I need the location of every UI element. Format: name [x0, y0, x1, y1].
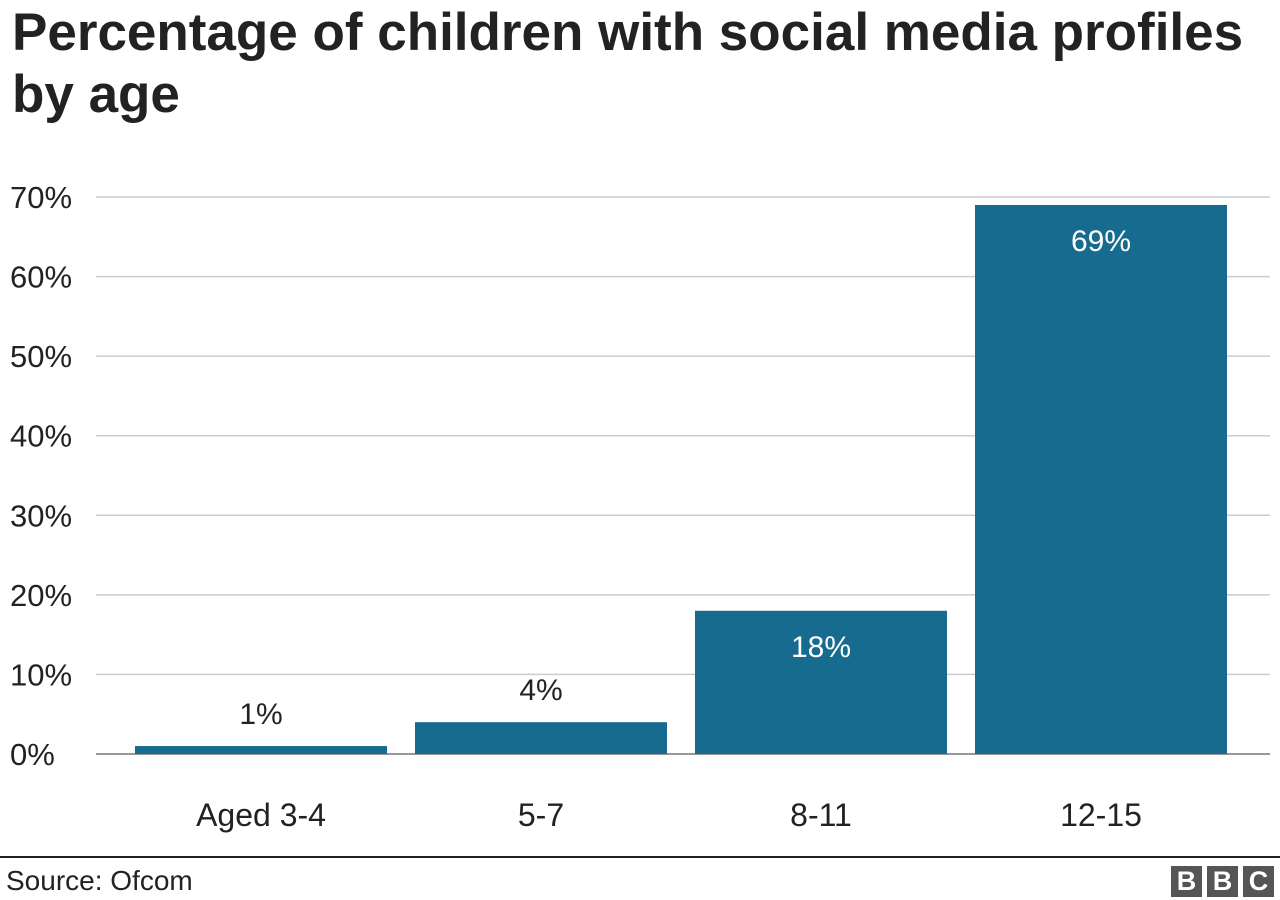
footer-divider	[0, 856, 1280, 858]
x-tick-label: 8-11	[790, 797, 852, 833]
x-tick-label: Aged 3-4	[196, 797, 326, 833]
bar-value-label: 1%	[239, 698, 282, 731]
bar-value-label: 4%	[519, 674, 562, 707]
bar-value-labels: 1% 4% 18% 69%	[239, 225, 1131, 731]
bar-value-label: 18%	[791, 631, 851, 664]
bar-5-7	[415, 722, 667, 754]
y-tick-label: 30%	[10, 498, 72, 533]
y-tick-label: 50%	[10, 339, 72, 374]
x-tick-label: 5-7	[518, 797, 564, 833]
y-tick-label: 20%	[10, 578, 72, 613]
bbc-logo-letter-c: C	[1243, 866, 1274, 897]
bbc-logo-letter-b2: B	[1207, 866, 1238, 897]
y-tick-label: 40%	[10, 419, 72, 454]
bbc-logo: B B C	[1171, 866, 1274, 897]
bars	[135, 204, 1227, 754]
y-axis-tick-labels: 0% 10% 20% 30% 40% 50% 60% 70%	[10, 180, 72, 772]
y-tick-label: 0%	[10, 737, 55, 772]
bar-8-11	[695, 610, 947, 754]
bar-value-label: 69%	[1071, 225, 1131, 258]
y-tick-label: 70%	[10, 180, 72, 215]
bar-chart: 0% 10% 20% 30% 40% 50% 60% 70% 1% 4% 18% 69% Aged …	[10, 180, 1270, 833]
y-tick-label: 10%	[10, 657, 72, 692]
bar-aged-3-4	[135, 746, 387, 754]
y-tick-label: 60%	[10, 260, 72, 295]
x-axis-tick-labels: Aged 3-4 5-7 8-11 12-15	[196, 797, 1142, 833]
chart-title: Percentage of children with social media…	[12, 3, 1244, 124]
source-note: Source: Ofcom	[6, 865, 193, 896]
x-tick-label: 12-15	[1060, 797, 1142, 833]
bbc-logo-letter-b1: B	[1171, 866, 1202, 897]
bar-12-15	[975, 204, 1227, 754]
